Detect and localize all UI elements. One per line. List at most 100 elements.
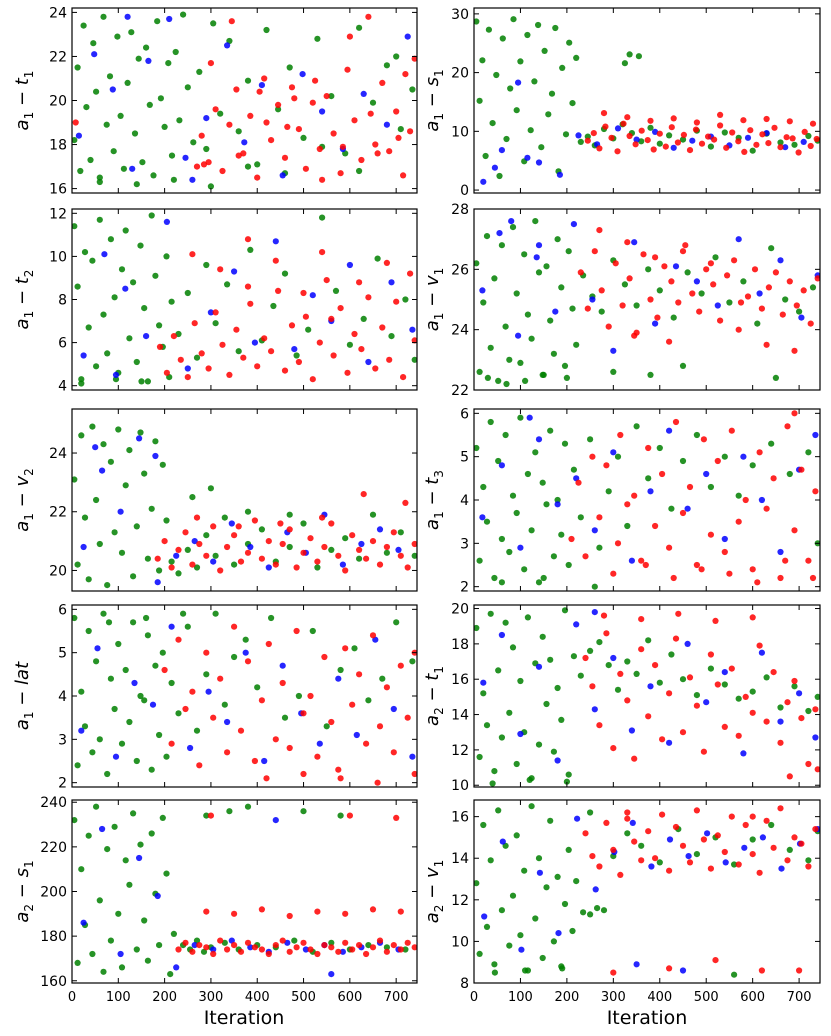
point-green [573,878,580,885]
point-red [189,688,196,695]
point-blue [628,727,636,734]
point-green [796,308,803,315]
point-green [180,610,187,617]
point-green [184,84,191,91]
y-tick-label: 0 [460,183,469,199]
point-blue [173,964,180,971]
point-blue [756,290,763,297]
point-red [777,739,784,746]
point-green [749,462,756,469]
point-green [143,614,150,622]
point-green [740,278,747,285]
panel-a2-t1: 10 12 14 16 18 20 a2 − t1 [422,602,821,794]
point-red [577,269,584,276]
point-red [281,367,289,374]
point-red [763,505,770,512]
point-red [356,671,363,678]
point-green [275,106,282,113]
point-green [731,861,738,868]
point-green [90,40,97,47]
point-red [231,910,238,917]
point-red [703,266,710,273]
point-red [365,294,372,301]
point-red [386,148,393,155]
point-green [768,440,775,447]
point-red [365,13,372,20]
point-red [279,679,286,687]
point-green [666,132,673,139]
point-green [224,281,231,288]
point-green [554,496,561,504]
point-red [700,436,708,443]
point-blue [526,414,533,421]
point-green [168,298,175,305]
point-red [796,967,803,974]
point-red [335,948,342,955]
point-green [647,371,654,378]
point-red [626,132,633,140]
point-green [506,709,513,716]
x-tick-label: 500 [291,990,316,1005]
point-red [307,946,314,953]
point-red [244,236,252,243]
point-red [765,284,773,291]
points-group [474,607,820,787]
point-blue [633,136,640,143]
point-green [476,97,483,104]
point-red [624,697,631,704]
point-green [532,218,539,225]
point-green [502,619,509,626]
point-red [358,346,365,353]
point-red [314,753,321,760]
point-red [758,305,766,312]
point-red [682,242,689,249]
point-green [495,667,502,674]
point-red [614,148,621,155]
point-red [175,946,182,953]
x-tick-label: 100 [508,990,533,1005]
point-red [314,558,321,565]
point-green [543,884,550,891]
point-red [383,259,390,266]
point-green [165,60,172,67]
point-blue [122,285,129,292]
point-green [300,520,307,527]
point-red [742,821,749,829]
point-green [72,223,78,230]
point-red [319,514,326,521]
point-red [383,684,390,691]
point-green [397,126,404,133]
point-green [170,930,177,938]
point-green [235,348,242,355]
point-green [163,517,170,524]
point-green [565,846,572,854]
point-green [244,163,252,170]
point-green [791,683,798,690]
points-group [474,218,820,388]
point-green [137,242,144,249]
point-blue [800,138,807,145]
point-red [814,766,820,773]
point-green [163,253,170,260]
x-axis-label-right: Iteration [607,1007,688,1029]
point-red [749,614,756,621]
point-red [770,669,777,676]
y-tick-label: 200 [40,885,67,901]
point-green [203,532,210,539]
point-blue [154,579,161,586]
point-green [111,294,118,301]
point-green [554,236,561,243]
point-red [328,520,335,527]
y-tick-label: 220 [40,840,67,856]
point-blue [261,757,268,765]
point-red [247,112,254,119]
point-green [621,60,629,67]
point-blue [265,564,272,571]
point-green [72,614,78,622]
point-green [337,812,344,819]
point-green [573,341,580,348]
point-red [598,287,605,294]
point-red [265,950,272,958]
y-tick-label: 5 [460,450,469,466]
point-red [219,167,226,175]
